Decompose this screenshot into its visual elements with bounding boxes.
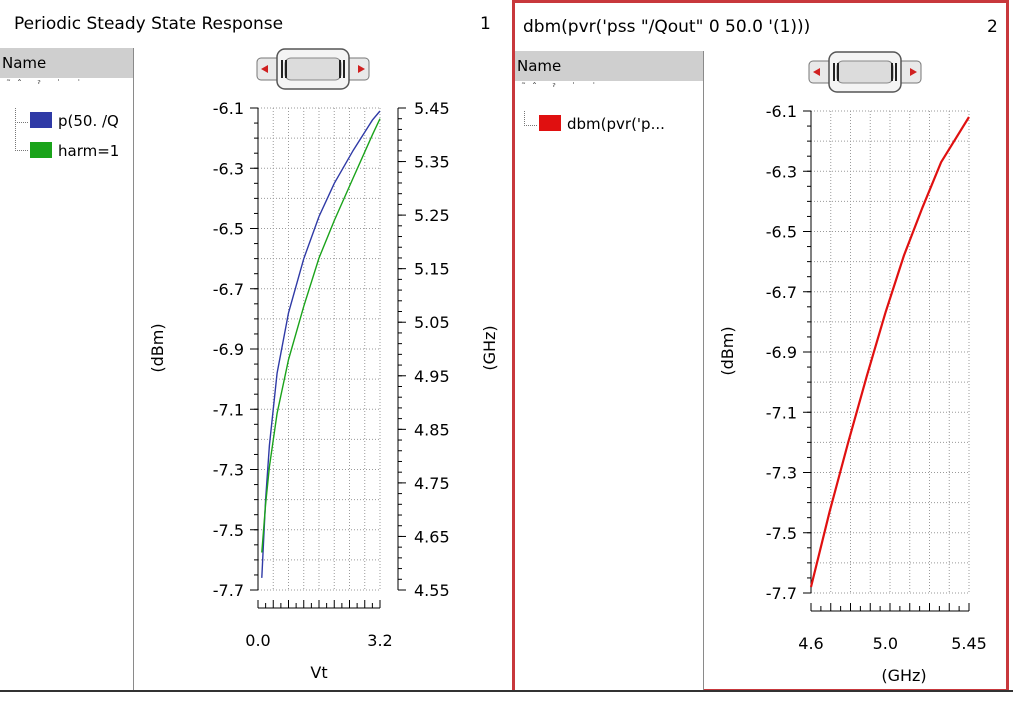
legend-swatch [30, 142, 52, 158]
y2-tick-label: 4.65 [414, 527, 450, 546]
x-tick-label: 3.2 [367, 631, 392, 650]
bottom-border [0, 690, 1013, 692]
series-line [261, 110, 381, 578]
y2-tick-label: 5.25 [414, 206, 450, 225]
legend-label: dbm(pvr('p... [567, 115, 665, 133]
tree-connector [15, 122, 28, 151]
y-tick-label: -7.5 [766, 524, 797, 543]
legend-header[interactable]: Name [0, 48, 133, 78]
legend-swatch [30, 112, 52, 128]
y2-tick-label: 4.55 [414, 581, 450, 600]
x-tick-label: 4.6 [798, 634, 823, 653]
y2-axis-label: (GHz) [480, 325, 499, 370]
y-tick-label: -6.3 [766, 162, 797, 181]
scroll-left-icon[interactable] [261, 65, 268, 73]
x-tick-label: 5.45 [951, 634, 987, 653]
y-tick-label: -6.9 [213, 340, 244, 359]
legend-pane: Name ˜ˆ ˀ ˙ ˙ dbm(pvr('p... [515, 51, 704, 691]
y-tick-label: -7.5 [213, 521, 244, 540]
legend-swatch [539, 115, 561, 131]
legend-subheader: ˜ˆ ˀ ˙ ˙ [521, 82, 603, 93]
y-tick-label: -7.1 [766, 403, 797, 422]
panel-number: 1 [480, 14, 491, 34]
tree-connector [15, 108, 28, 123]
y2-tick-label: 5.35 [414, 153, 450, 172]
y-tick-label: -6.9 [766, 343, 797, 362]
y-tick-label: -6.1 [213, 99, 244, 118]
y-tick-label: -7.1 [213, 400, 244, 419]
y-tick-label: -7.7 [766, 584, 797, 603]
tree-connector [524, 111, 537, 126]
chart-2: (dBm) (GHz) -6.1 -6.3 -6.5 -6.7 -6.9 -7.1 -7.3… [718, 102, 987, 685]
y-tick-label: -6.7 [766, 283, 797, 302]
legend-pane: Name ˜ˆ ˀ ˙ ˙ p(50. /Q harm=1 [0, 48, 134, 690]
scroll-right-icon[interactable] [358, 65, 365, 73]
y2-tick-label: 5.05 [414, 313, 450, 332]
x-axis-label: Vt [310, 663, 327, 682]
y2-tick-label: 5.45 [414, 99, 450, 118]
y-axis-label: (dBm) [148, 323, 167, 372]
y2-tick-label: 5.15 [414, 260, 450, 279]
slider-thumb-inner [836, 60, 894, 84]
chart-1: (dBm) (GHz) Vt -6.1 -6.3 -6.5 -6.7 -6.9 -7.1 -… [148, 99, 499, 682]
legend-subheader: ˜ˆ ˀ ˙ ˙ [6, 79, 88, 90]
y-tick-label: -6.5 [766, 223, 797, 242]
panel-number: 2 [987, 17, 998, 37]
y-tick-label: -6.5 [213, 220, 244, 239]
legend-header[interactable]: Name [515, 51, 703, 81]
scroll-left-icon[interactable] [813, 68, 820, 76]
y2-tick-label: 4.95 [414, 367, 450, 386]
legend-label: p(50. /Q [58, 112, 119, 130]
x-tick-label: 5.0 [873, 634, 898, 653]
y-tick-label: -7.3 [766, 464, 797, 483]
legend-item[interactable]: harm=1 [30, 142, 119, 160]
scroll-slider-widget[interactable] [807, 49, 923, 95]
series-line [809, 116, 970, 588]
scroll-right-icon[interactable] [910, 68, 917, 76]
slider-thumb-inner [284, 57, 342, 81]
legend-item[interactable]: dbm(pvr('p... [539, 115, 665, 133]
legend-item[interactable]: p(50. /Q [30, 112, 119, 130]
panel-title: dbm(pvr('pss "/Qout" 0 50.0 '(1))) [523, 17, 811, 37]
x-axis-label: (GHz) [881, 666, 926, 685]
y-axis-label: (dBm) [718, 326, 737, 375]
x-tick-label: 0.0 [245, 631, 270, 650]
legend-label: harm=1 [58, 142, 120, 160]
panel-title: Periodic Steady State Response [14, 14, 284, 34]
scroll-slider-widget[interactable] [255, 46, 371, 92]
series-line [261, 118, 381, 553]
y-tick-label: -7.3 [213, 461, 244, 480]
y-tick-label: -7.7 [213, 581, 244, 600]
chart-panel-1: Periodic Steady State Response 1 Name ˜ˆ… [0, 0, 505, 690]
y-tick-label: -6.1 [766, 102, 797, 121]
y2-tick-label: 4.85 [414, 420, 450, 439]
chart-panel-2: dbm(pvr('pss "/Qout" 0 50.0 '(1))) 2 Nam… [512, 0, 1009, 692]
y-tick-label: -6.3 [213, 159, 244, 178]
y2-tick-label: 4.75 [414, 474, 450, 493]
y-tick-label: -6.7 [213, 280, 244, 299]
